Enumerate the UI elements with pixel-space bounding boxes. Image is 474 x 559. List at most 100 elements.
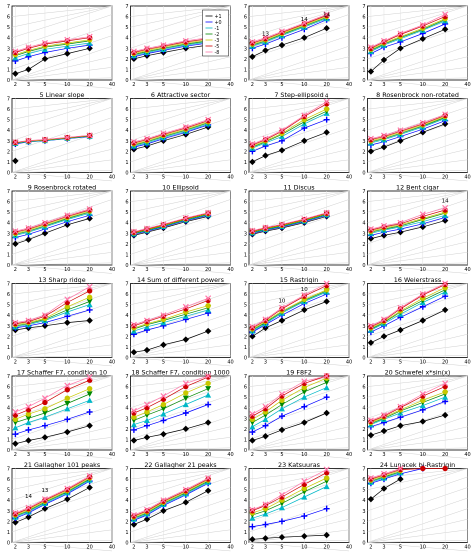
y-tick-label: 0 bbox=[244, 78, 247, 84]
y-tick-label: 1 bbox=[362, 160, 365, 166]
x-tick-label: 5 bbox=[399, 175, 402, 181]
annotation-label: 13 bbox=[262, 32, 269, 38]
data-point bbox=[442, 281, 448, 288]
y-tick-label: 4 bbox=[125, 406, 128, 412]
x-tick-label: 5 bbox=[399, 452, 402, 458]
data-point bbox=[42, 313, 48, 319]
y-tick-label: 6 bbox=[125, 200, 128, 206]
x-tick-label: 40 bbox=[346, 82, 352, 88]
y-tick-label: 7 bbox=[7, 282, 10, 288]
x-tick-label: 2 bbox=[132, 82, 135, 88]
y-tick-label: 0 bbox=[244, 541, 247, 547]
y-tick-label: 2 bbox=[7, 242, 10, 248]
data-point bbox=[323, 379, 330, 386]
annotation-label: 13 bbox=[41, 488, 48, 494]
legend-label: +0 bbox=[215, 20, 222, 26]
x-tick-label: 20 bbox=[323, 545, 329, 551]
x-tick-label: 2 bbox=[14, 175, 17, 181]
y-tick-label: 2 bbox=[125, 149, 128, 155]
y-tick-label: 3 bbox=[125, 324, 128, 330]
y-tick-label: 1 bbox=[244, 67, 247, 73]
data-point bbox=[160, 42, 167, 49]
data-point bbox=[278, 426, 286, 434]
x-tick-label: 10 bbox=[420, 360, 426, 366]
data-point bbox=[182, 499, 189, 506]
data-point bbox=[367, 322, 374, 329]
data-point bbox=[25, 426, 32, 433]
subplot-23: 23 Katsuuras 2 3 5 10 20 40 0 1 2 3 4 5 6 7 bbox=[244, 461, 352, 552]
x-tick-label: 40 bbox=[464, 360, 470, 366]
data-point bbox=[367, 68, 375, 75]
data-point bbox=[130, 48, 137, 55]
data-point bbox=[397, 403, 404, 410]
y-tick-label: 1 bbox=[362, 67, 365, 73]
annotation-label: 10 bbox=[301, 287, 308, 293]
x-tick-label: 2 bbox=[14, 267, 17, 273]
x-tick-label: 20 bbox=[86, 545, 92, 551]
y-tick-label: 1 bbox=[125, 345, 128, 351]
data-point bbox=[397, 45, 404, 52]
data-point bbox=[12, 431, 19, 438]
data-point bbox=[25, 437, 32, 444]
y-tick-label: 6 bbox=[362, 15, 365, 21]
data-point bbox=[301, 403, 308, 410]
x-tick-label: 20 bbox=[323, 267, 329, 273]
x-tick-label: 40 bbox=[109, 360, 115, 366]
x-tick-label: 3 bbox=[382, 452, 385, 458]
y-tick-label: 0 bbox=[125, 263, 128, 269]
y-tick-label: 6 bbox=[362, 200, 365, 206]
x-tick-label: 3 bbox=[382, 360, 385, 366]
data-point bbox=[278, 317, 286, 324]
data-point bbox=[130, 521, 138, 528]
x-tick-label: 3 bbox=[264, 452, 267, 458]
data-point bbox=[25, 419, 32, 426]
subplot-title: 17 Schaffer F7, condition 10 bbox=[17, 369, 107, 377]
y-tick-label: 1 bbox=[125, 530, 128, 536]
data-point bbox=[143, 434, 151, 441]
subplot-11: 11 Discus 2 3 5 10 20 40 0 1 2 3 4 5 6 7 bbox=[244, 184, 352, 274]
data-point bbox=[262, 224, 269, 231]
y-tick-label: 1 bbox=[125, 437, 128, 443]
x-tick-label: 20 bbox=[205, 267, 211, 273]
subplot-18: 18 Schaffer F7, condition 1000 2 3 5 10 20 40 0… bbox=[125, 369, 234, 459]
data-point bbox=[278, 41, 286, 49]
y-tick-label: 6 bbox=[244, 15, 247, 21]
data-point bbox=[64, 387, 70, 393]
data-point bbox=[381, 317, 387, 324]
subplot-20: 20 Schwefel x*sin(x) 2 3 5 10 20 40 0 1 2 3 4 5 6 7 bbox=[362, 369, 471, 459]
data-point bbox=[249, 429, 256, 436]
data-point bbox=[131, 414, 137, 420]
data-point bbox=[380, 412, 387, 419]
subplot-title: 15 Rastrigin bbox=[280, 276, 319, 284]
data-point bbox=[160, 497, 167, 504]
data-point bbox=[182, 486, 189, 493]
x-tick-label: 20 bbox=[205, 175, 211, 181]
subplot-3: 2 3 5 10 20 40 0 1 2 3 4 5 6 7 14 14 13 bbox=[244, 4, 352, 89]
data-point bbox=[301, 19, 308, 26]
y-tick-label: 4 bbox=[362, 313, 365, 319]
y-tick-label: 6 bbox=[244, 200, 247, 206]
data-point bbox=[278, 534, 286, 541]
reference-line bbox=[367, 357, 468, 367]
data-point bbox=[86, 306, 93, 313]
x-tick-label: 2 bbox=[251, 452, 254, 458]
data-point bbox=[397, 229, 404, 236]
x-tick-label: 3 bbox=[382, 82, 385, 88]
x-tick-label: 2 bbox=[132, 175, 135, 181]
x-tick-label: 20 bbox=[205, 452, 211, 458]
data-point bbox=[182, 395, 189, 402]
data-point bbox=[130, 421, 137, 428]
y-tick-label: 0 bbox=[362, 541, 365, 547]
y-tick-label: 4 bbox=[7, 221, 10, 227]
x-tick-label: 2 bbox=[369, 82, 372, 88]
x-tick-label: 5 bbox=[280, 175, 283, 181]
y-tick-label: 7 bbox=[7, 374, 10, 380]
y-tick-label: 4 bbox=[244, 498, 247, 504]
data-point bbox=[64, 221, 71, 229]
data-point bbox=[41, 410, 48, 416]
x-tick-label: 2 bbox=[251, 267, 254, 273]
data-point bbox=[143, 417, 150, 423]
data-point bbox=[278, 405, 285, 412]
data-point bbox=[442, 112, 448, 119]
data-point bbox=[160, 507, 167, 514]
